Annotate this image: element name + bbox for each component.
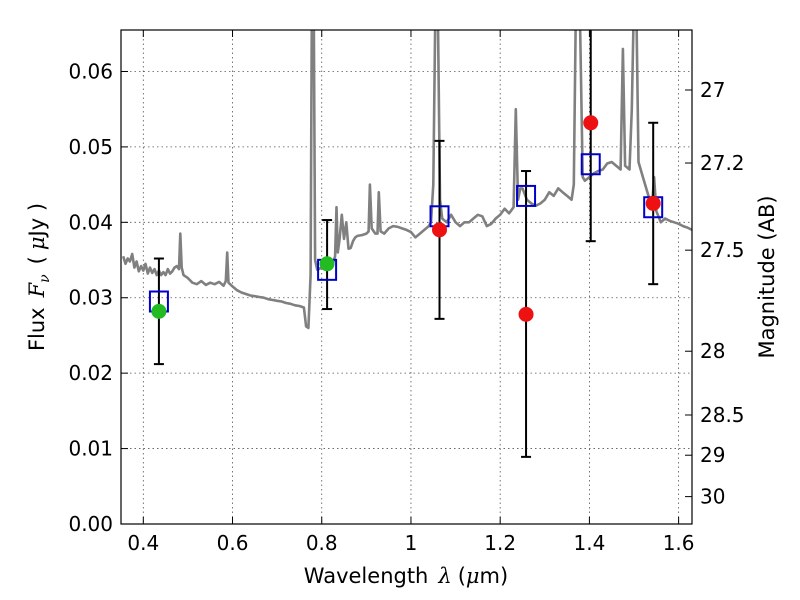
y-tick-label: 0.04 <box>68 210 113 234</box>
data-point <box>432 222 448 238</box>
right-tick-label: 27.5 <box>700 238 745 262</box>
model-box <box>516 184 537 207</box>
x-tick-label: 1.4 <box>573 531 605 555</box>
x-tick-label: 1 <box>405 531 418 555</box>
right-tick-label: 29 <box>700 443 725 467</box>
right-tick-label: 28.5 <box>700 403 745 427</box>
y-tick-label: 0.06 <box>68 59 113 83</box>
axis-ticks: 0.4 0.6 0.8 1 1.2 1.4 1.6 0.00 0.01 0.02 0.03 0.04 0… <box>68 30 745 555</box>
model-box <box>580 153 601 176</box>
right-tick-label: 27.2 <box>700 151 745 175</box>
spectrum-line <box>121 30 692 330</box>
right-tick-label: 30 <box>700 485 725 509</box>
right-axis-label: Magnitude (AB) <box>755 195 779 358</box>
y-tick-label: 0.05 <box>68 135 113 159</box>
y-tick-label: 0.01 <box>68 437 113 461</box>
plot-series <box>121 30 692 458</box>
data-point <box>518 306 534 322</box>
y-tick-label: 0.00 <box>68 512 113 536</box>
data-point <box>151 303 167 319</box>
x-tick-label: 0.4 <box>127 531 159 555</box>
y-tick-label: 0.02 <box>68 361 113 385</box>
data-point <box>319 256 335 272</box>
data-point <box>645 195 661 211</box>
right-tick-label: 28 <box>700 339 725 363</box>
x-tick-label: 0.6 <box>217 531 249 555</box>
plot-frame <box>120 29 693 525</box>
x-tick-label: 0.8 <box>306 531 338 555</box>
right-tick-label: 27 <box>700 78 725 102</box>
x-tick-label: 1.2 <box>484 531 516 555</box>
data-point <box>583 115 599 131</box>
y-axis-label: FluxFν(μJy ) <box>25 203 53 351</box>
x-tick-label: 1.6 <box>663 531 695 555</box>
y-tick-label: 0.03 <box>68 286 113 310</box>
x-axis-label: Wavelength λ (μm) <box>304 564 508 588</box>
